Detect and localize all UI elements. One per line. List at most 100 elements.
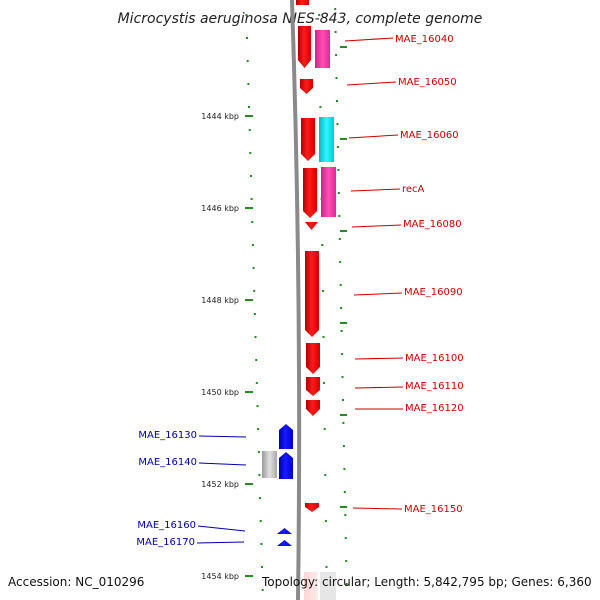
tick-dot — [325, 566, 328, 568]
gene-arrow-mae16170[interactable] — [277, 540, 292, 546]
tick-dot — [343, 468, 346, 470]
genome-backbone — [290, 0, 302, 600]
gene-arrow-top-partial[interactable] — [296, 0, 309, 5]
scale-tick-mark-right — [340, 138, 347, 140]
gene-arrow-mae16100[interactable] — [306, 343, 320, 374]
tick-dot — [335, 77, 338, 79]
gene-label-mae16170[interactable]: MAE_16170 — [136, 537, 195, 548]
tick-dot — [340, 330, 343, 332]
forward-strand-genes — [296, 0, 320, 512]
pink-feature-1[interactable] — [315, 30, 330, 68]
tick-dot — [339, 284, 342, 286]
gene-arrow-reca[interactable] — [303, 168, 317, 218]
tick-dot — [336, 146, 339, 148]
gene-label-mae16050[interactable]: MAE_16050 — [398, 77, 457, 88]
gene-label-mae16150[interactable]: MAE_16150 — [404, 504, 463, 515]
forward-gene-labels: MAE_16040 MAE_16050 MAE_16060 recA MAE_1… — [344, 34, 464, 515]
map-title: Microcystis aeruginosa NIES-843, complet… — [118, 11, 483, 27]
scale-tick-mark — [245, 207, 253, 209]
tick-dot — [249, 152, 252, 154]
scale-tick-label: 1446 kbp — [201, 204, 239, 213]
gene-arrow-mae16110[interactable] — [306, 377, 320, 396]
faded-feature-bottom-left — [304, 572, 318, 600]
tick-dot — [334, 31, 337, 33]
tick-dot — [324, 474, 327, 476]
tick-dot — [258, 474, 261, 476]
tick-dot — [253, 290, 256, 292]
gene-label-mae16140[interactable]: MAE_16140 — [138, 457, 197, 468]
gene-arrow-mae16150[interactable] — [305, 503, 319, 512]
tick-dot — [323, 382, 326, 384]
tick-dot — [251, 244, 254, 246]
tick-dot — [257, 451, 260, 453]
tick-dot — [250, 175, 252, 177]
gene-label-mae16090[interactable]: MAE_16090 — [404, 287, 463, 298]
gene-arrow-mae16120[interactable] — [306, 400, 320, 416]
topology-text: Topology: circular; Length: 5,842,795 bp… — [261, 575, 592, 589]
scale-tick-label: 1454 kbp — [201, 572, 239, 581]
tick-dot — [260, 543, 263, 545]
scale-tick-label: 1452 kbp — [201, 480, 239, 489]
tick-dot — [337, 169, 340, 171]
reverse-strand-genes — [277, 424, 293, 546]
tick-dot — [336, 100, 338, 102]
scale-tick-label: 1450 kbp — [201, 388, 239, 397]
tick-dot — [321, 244, 324, 246]
gene-label-mae16110[interactable]: MAE_16110 — [405, 381, 464, 392]
pink-feature-2[interactable] — [321, 167, 336, 217]
tick-dot — [254, 336, 257, 338]
cyan-feature[interactable] — [319, 117, 334, 162]
tick-dot — [345, 560, 348, 562]
scale-tick-mark-right — [340, 46, 347, 48]
gene-label-mae16080[interactable]: MAE_16080 — [403, 219, 462, 230]
tick-dot — [253, 313, 256, 315]
gene-arrow-mae16040[interactable] — [298, 26, 311, 68]
gene-label-mae16160[interactable]: MAE_16160 — [137, 520, 196, 531]
tick-dot — [259, 497, 262, 499]
tick-dot — [251, 221, 254, 223]
gene-label-reca[interactable]: recA — [402, 184, 425, 195]
gray-feature[interactable] — [262, 451, 277, 478]
gene-label-mae16120[interactable]: MAE_16120 — [405, 403, 464, 414]
scale-tick-mark-right — [340, 414, 347, 416]
tick-dot — [261, 589, 264, 591]
scale-tick-mark-right — [340, 322, 347, 324]
gene-label-mae16130[interactable]: MAE_16130 — [138, 430, 197, 441]
tick-dot — [319, 106, 322, 108]
tick-dot — [323, 428, 326, 430]
tick-dot — [342, 445, 345, 447]
tick-dot — [248, 106, 250, 108]
tick-dot — [345, 583, 348, 585]
tick-dot — [256, 405, 259, 407]
tick-dot — [338, 215, 341, 217]
scale-tick-mark — [245, 391, 253, 393]
gene-label-mae16060[interactable]: MAE_16060 — [400, 130, 459, 141]
scale-tick-mark — [245, 299, 253, 301]
tick-dot-rows — [245, 8, 348, 591]
gene-arrow-mae16160[interactable] — [277, 528, 292, 534]
gene-arrow-mae16090[interactable] — [305, 251, 319, 337]
gene-arrow-mae16060[interactable] — [301, 118, 315, 161]
tick-dot — [261, 566, 263, 568]
tick-dot — [255, 359, 258, 361]
tick-dot — [343, 491, 346, 493]
tick-dot — [342, 399, 344, 401]
faded-feature-bottom-right — [320, 572, 336, 600]
scale-tick-label: 1444 kbp — [201, 112, 239, 121]
gene-label-mae16040[interactable]: MAE_16040 — [395, 34, 454, 45]
gene-arrow-mae16080[interactable] — [305, 222, 318, 230]
gene-label-mae16100[interactable]: MAE_16100 — [405, 353, 464, 364]
tick-dot — [335, 54, 338, 56]
tick-dot — [341, 353, 344, 355]
scale-tick-mark — [245, 115, 253, 117]
tick-dot — [248, 129, 251, 131]
tick-dot — [321, 290, 324, 292]
scale-ticks: 1444 kbp 1446 kbp 1448 kbp 1450 kbp 1452 kbp… — [201, 46, 347, 581]
gene-arrow-mae16140[interactable] — [279, 452, 293, 479]
gene-arrow-mae16130[interactable] — [279, 424, 293, 449]
scale-tick-mark-right — [340, 230, 347, 232]
scale-tick-label: 1448 kbp — [201, 296, 239, 305]
gene-arrow-mae16050[interactable] — [300, 79, 313, 94]
tick-dot — [334, 8, 337, 10]
